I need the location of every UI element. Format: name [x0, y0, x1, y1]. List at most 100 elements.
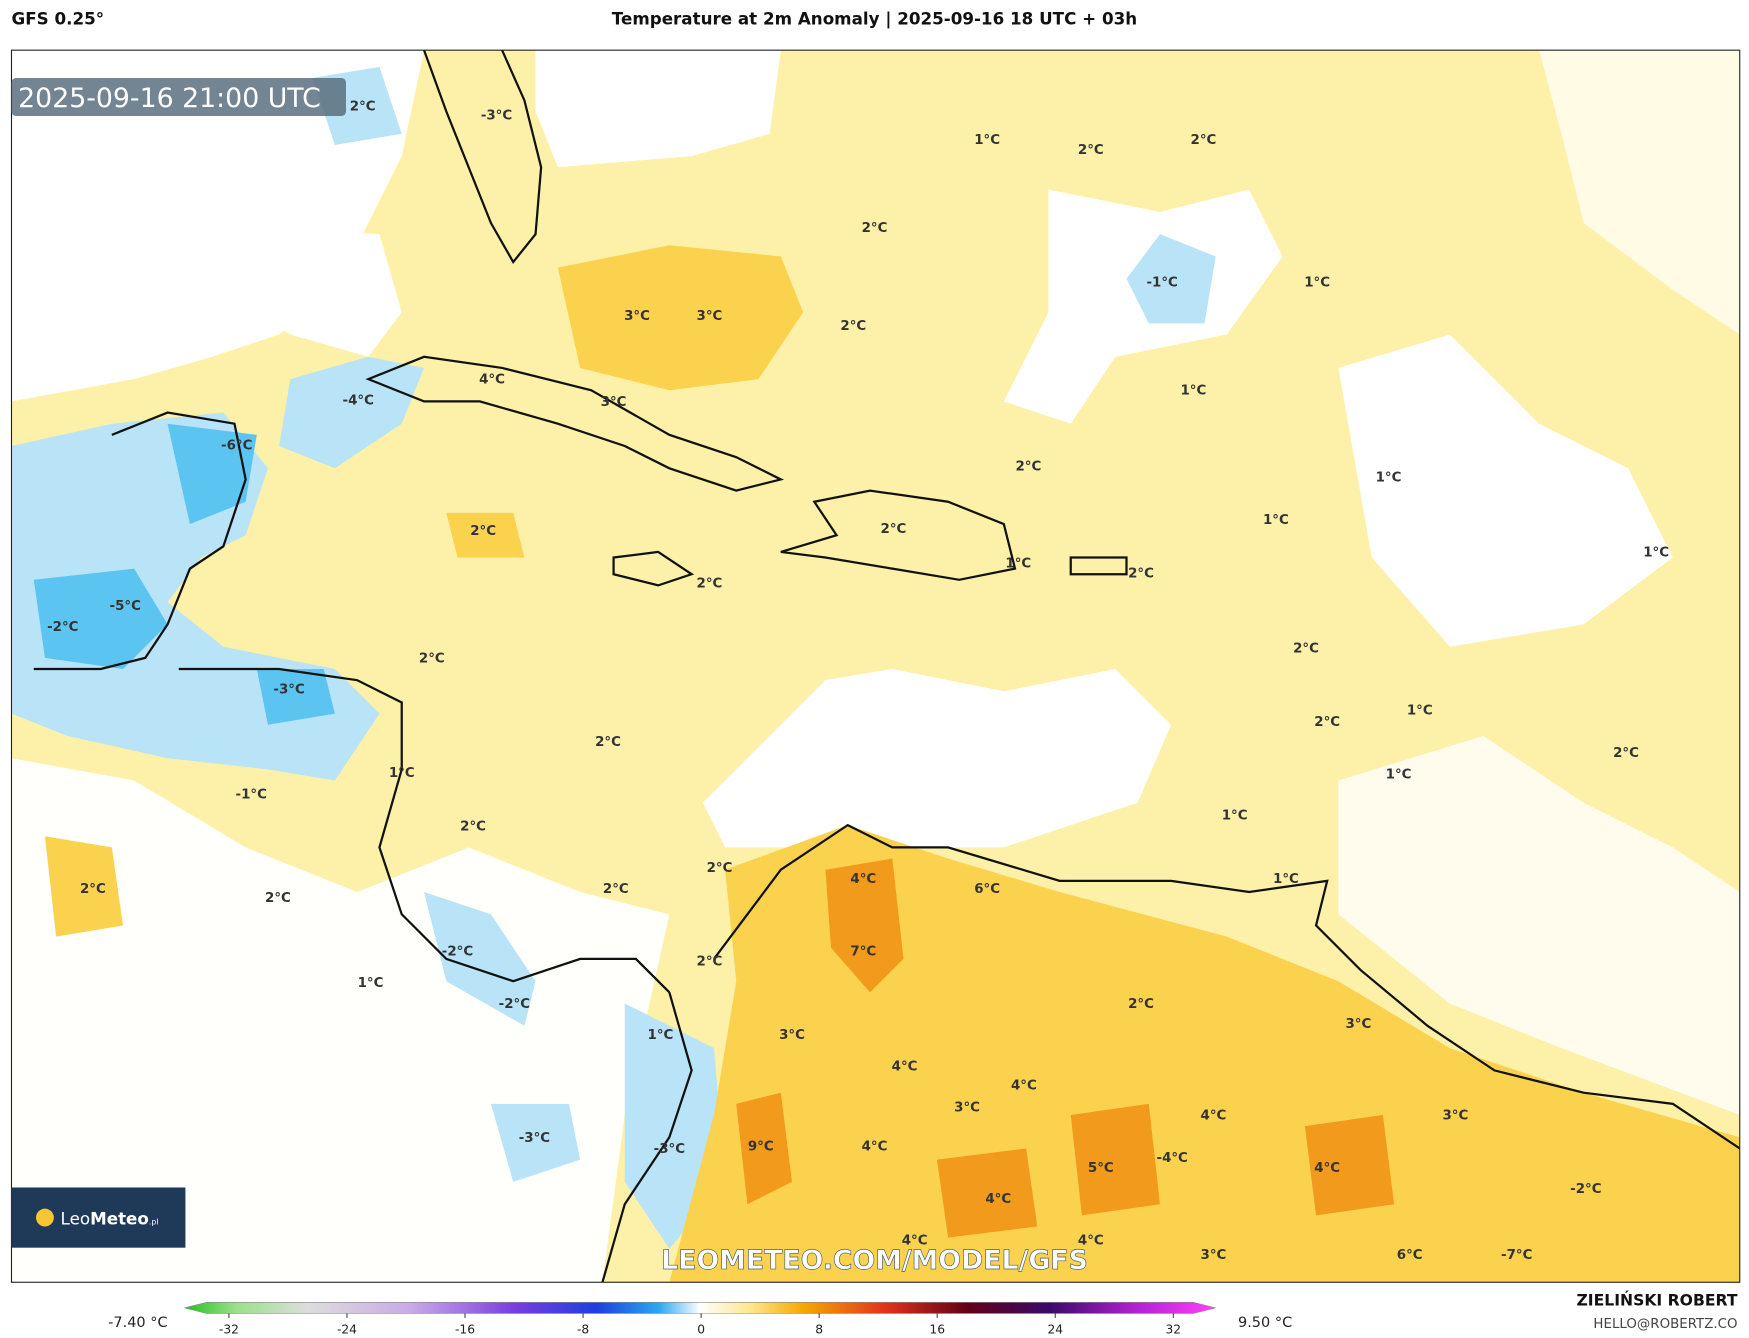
contour-label: 5°C — [1088, 1161, 1114, 1176]
contour-label: 4°C — [1011, 1078, 1037, 1093]
contour-label: 1°C — [1005, 557, 1031, 572]
contour-label: -1°C — [1146, 276, 1177, 291]
coastlines — [33, 50, 1740, 1283]
contour-label: 1°C — [1376, 471, 1402, 486]
contour-label: -4°C — [1157, 1151, 1188, 1166]
contour-label: 2°C — [881, 522, 907, 537]
contour-label: 2°C — [470, 524, 496, 539]
contour-label: 2°C — [1293, 641, 1319, 656]
colorbar-tick-label: 0 — [697, 1323, 705, 1337]
contour-label: 2°C — [697, 577, 723, 592]
contour-label: -1°C — [236, 787, 267, 802]
contour-label: -2°C — [499, 997, 530, 1012]
contour-label: -5°C — [110, 599, 141, 614]
email: HELLO@ROBERTZ.CO — [1593, 1317, 1737, 1332]
contour-label: 2°C — [1314, 715, 1340, 730]
cold-areas — [33, 423, 1562, 1283]
contour-label: 2°C — [419, 651, 445, 666]
colorbar-tick-label: -32 — [219, 1323, 239, 1337]
logo-part: Leo — [61, 1208, 91, 1228]
contour-label: 3°C — [1201, 1248, 1227, 1263]
warm-areas — [44, 245, 1740, 1283]
model-name: GFS 0.25° — [11, 9, 104, 29]
author: ZIELIŃSKI ROBERT — [1576, 1291, 1737, 1310]
contour-label: -3°C — [519, 1131, 550, 1146]
contour-label: 4°C — [479, 373, 505, 388]
colorbar-max: 9.50 °C — [1238, 1315, 1292, 1331]
contour-label: 2°C — [1128, 567, 1154, 582]
contour-label: 9°C — [748, 1140, 774, 1155]
contour-label: 2°C — [707, 861, 733, 876]
contour-label: -3°C — [654, 1142, 685, 1157]
contour-label: -2°C — [1570, 1182, 1601, 1197]
contour-label: -6°C — [221, 438, 252, 453]
contour-label: 2°C — [265, 891, 291, 906]
map-frame — [10, 49, 1741, 1283]
contour-label: 3°C — [697, 309, 723, 324]
contour-label: 3°C — [1346, 1017, 1372, 1032]
contour-labels: 2°C -3°C 1°C 2°C 2°C 2°C -1°C 1°C 3°C 3°C 2°C 1°C 4°… — [47, 99, 1669, 1262]
contour-label: 4°C — [892, 1059, 918, 1074]
contour-label: 3°C — [624, 309, 650, 324]
contour-label: 3°C — [779, 1028, 805, 1043]
contour-label: 1°C — [1273, 872, 1299, 887]
contour-label: -2°C — [47, 620, 78, 635]
contour-label: 2°C — [1015, 460, 1041, 475]
contour-label: 2°C — [80, 882, 106, 897]
contour-label: 1°C — [1407, 704, 1433, 719]
hot-areas — [736, 858, 1395, 1238]
colorbar-tick-label: 24 — [1047, 1323, 1063, 1337]
contour-label: 1°C — [1304, 276, 1330, 291]
contour-label: 1°C — [974, 133, 1000, 148]
contour-label: 2°C — [840, 319, 866, 334]
colorbar-tick-label: 8 — [815, 1323, 823, 1337]
contour-label: 2°C — [603, 882, 629, 897]
map — [11, 50, 1740, 1283]
colorbar — [184, 1302, 1216, 1314]
contour-label: 2°C — [1128, 997, 1154, 1012]
contour-label: 1°C — [389, 766, 415, 781]
contour-label: 4°C — [862, 1140, 888, 1155]
contour-label: 2°C — [595, 735, 621, 750]
contour-label: 4°C — [985, 1192, 1011, 1207]
contour-label: 7°C — [850, 945, 876, 960]
contour-label: 1°C — [1386, 767, 1412, 782]
timestamp-box — [11, 78, 346, 116]
logo-sun — [36, 1208, 54, 1227]
colorbar-tick-label: 32 — [1166, 1323, 1182, 1337]
colorbar-min: -7.40 °C — [108, 1315, 167, 1331]
colorbar-tick-label: -16 — [455, 1323, 475, 1337]
contour-label: 1°C — [648, 1028, 674, 1043]
logo: LeoMeteo.pl — [61, 1208, 159, 1228]
contour-label: 2°C — [1078, 143, 1104, 158]
contour-label: 4°C — [902, 1233, 928, 1248]
contour-label: 2°C — [1613, 746, 1639, 761]
contour-label: 1°C — [1643, 545, 1669, 560]
contour-label: 2°C — [697, 955, 723, 970]
contour-label: 4°C — [850, 872, 876, 887]
timestamp: 2025-09-16 21:00 UTC — [18, 83, 321, 114]
contour-label: 1°C — [1222, 809, 1248, 824]
contour-label: -2°C — [442, 945, 473, 960]
contour-label: 2°C — [460, 820, 486, 835]
contour-label: 6°C — [974, 882, 1000, 897]
contour-label: 1°C — [358, 976, 384, 991]
watermark: LEOMETEO.COM/MODEL/GFS — [661, 1245, 1088, 1276]
contour-label: 2°C — [1191, 133, 1217, 148]
contour-label: 2°C — [862, 221, 888, 236]
contour-label: -3°C — [481, 108, 512, 123]
contour-label: 4°C — [1078, 1233, 1104, 1248]
contour-label: 1°C — [1180, 384, 1206, 399]
contour-label: 4°C — [1314, 1161, 1340, 1176]
contour-label: 4°C — [1201, 1108, 1227, 1123]
contour-label: -7°C — [1501, 1248, 1532, 1263]
colorbar-tick-label: -8 — [577, 1323, 589, 1337]
colorbar-tick-label: -24 — [337, 1323, 357, 1337]
title: Temperature at 2m Anomaly | 2025-09-16 1… — [612, 9, 1137, 30]
logo-part: Meteo — [90, 1208, 149, 1228]
contour-label: 2°C — [350, 99, 376, 114]
colorbar-ticks: -32 -24 -16 -8 0 8 16 24 32 — [219, 1313, 1182, 1337]
contour-label: -3°C — [273, 683, 304, 698]
contour-label: 6°C — [1397, 1248, 1423, 1263]
